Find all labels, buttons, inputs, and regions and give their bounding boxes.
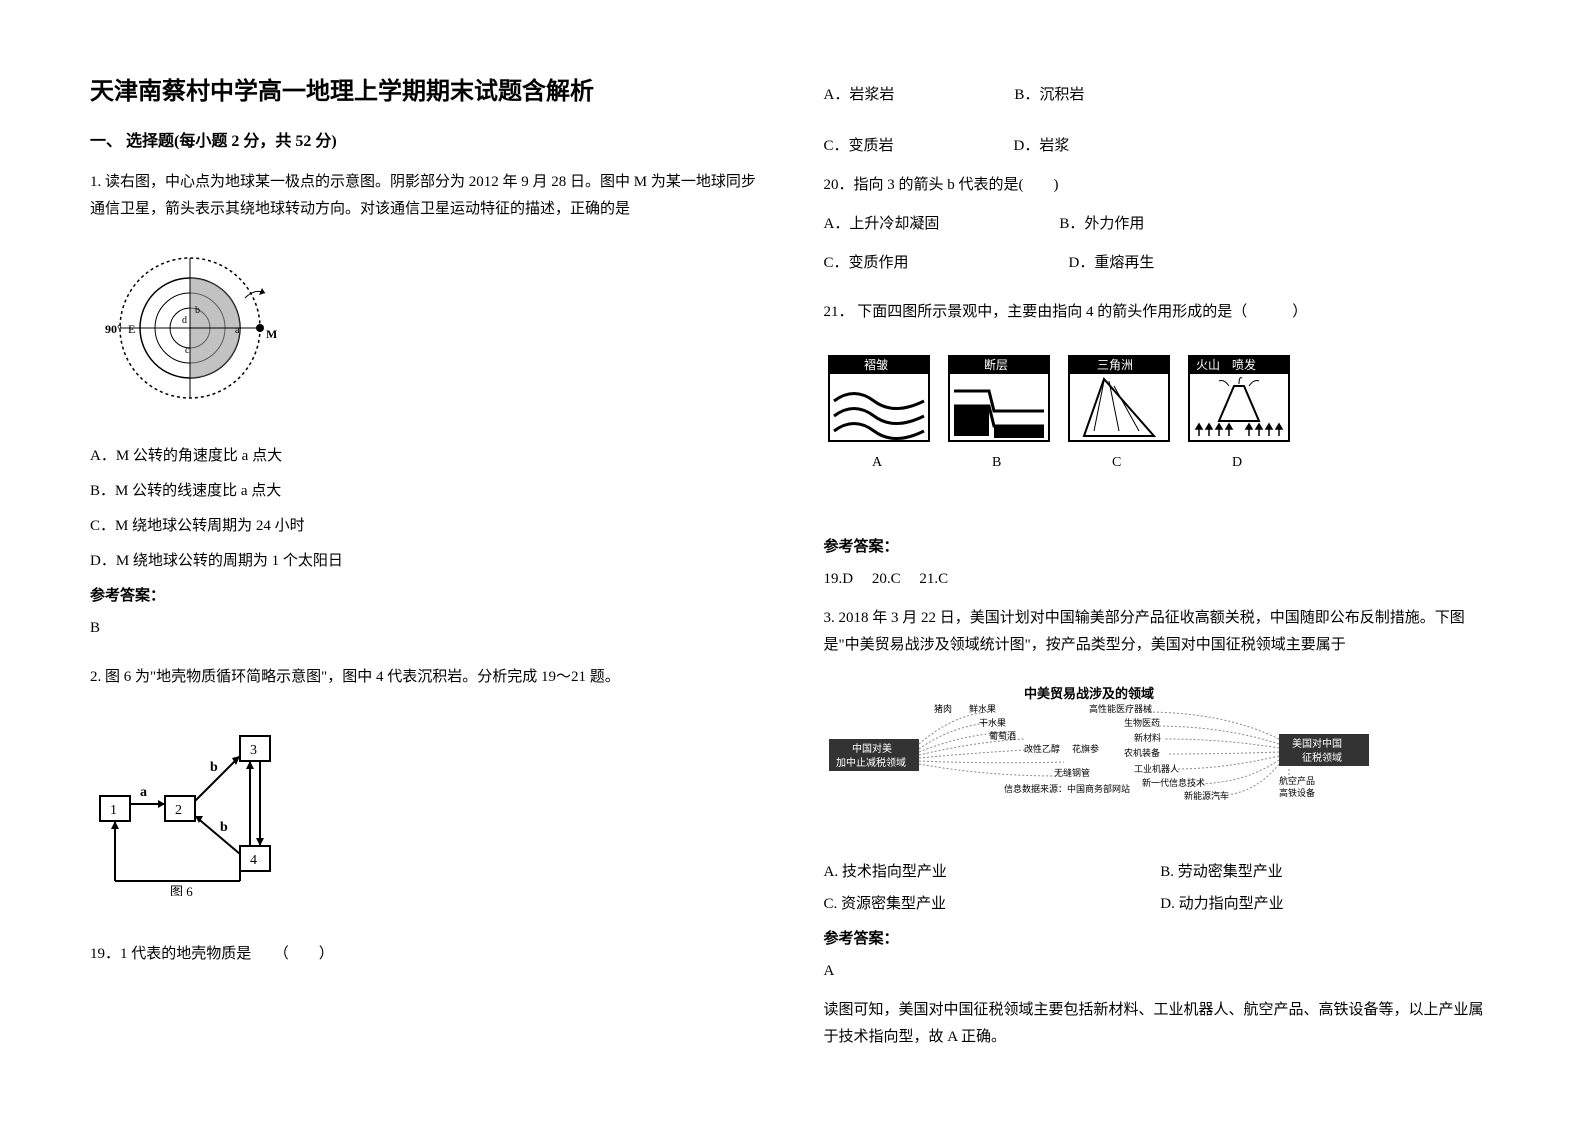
question-20: 20．指向 3 的箭头 b 代表的是( ) A．上升冷却凝固 B．外力作用 C．… [824,172,1498,289]
svg-text:信息数据来源：中国商务部网站: 信息数据来源：中国商务部网站 [1004,783,1130,794]
q3-option-c: C. 资源密集型产业 [824,891,1161,918]
question-21: 21． 下面四图所示景观中，主要由指向 4 的箭头作用形成的是（ ） 褶皱 断层 [824,299,1498,516]
left-column: 天津南蔡村中学高一地理上学期期末试题含解析 一、 选择题(每小题 2 分，共 5… [90,70,764,1052]
svg-text:断层: 断层 [984,357,1008,372]
landform-images: 褶皱 断层 三角洲 [824,351,1304,481]
q21-figure: 褶皱 断层 三角洲 [824,341,1498,501]
q21-text: 21． 下面四图所示景观中，主要由指向 4 的箭头作用形成的是（ ） [824,299,1498,326]
fig6-label: 图 6 [170,884,193,896]
q3-options: A. 技术指向型产业 B. 劳动密集型产业 C. 资源密集型产业 D. 动力指向… [824,859,1498,918]
q19-option-b: B．沉积岩 [1014,82,1084,109]
q3-answer-label: 参考答案： [824,926,1498,953]
q1-answer: B [90,615,764,642]
q1-figure: 90° E M a b d c [90,238,764,428]
svg-text:葡萄酒: 葡萄酒 [989,730,1016,741]
q19-option-d: D．岩浆 [1014,133,1070,160]
svg-text:花旗参: 花旗参 [1072,743,1099,754]
svg-text:征税领域: 征税领域 [1302,751,1342,764]
q1-text: 1. 读右图，中心点为地球某一极点的示意图。阴影部分为 2012 年 9 月 2… [90,169,764,223]
svg-text:M: M [266,327,277,341]
q20-text: 20．指向 3 的箭头 b 代表的是( ) [824,172,1498,199]
svg-text:90°: 90° [105,322,122,336]
svg-text:三角洲: 三角洲 [1097,358,1133,372]
q1-options: A．M 公转的角速度比 a 点大 B．M 公转的线速度比 a 点大 C．M 绕地… [90,443,764,575]
q19-option-c: C．变质岩 [824,133,894,160]
svg-text:b: b [210,760,218,775]
svg-text:褶皱: 褶皱 [864,357,888,372]
q1-option-b: B．M 公转的线速度比 a 点大 [90,478,764,505]
svg-text:4: 4 [250,853,257,868]
q3-option-b: B. 劳动密集型产业 [1160,859,1497,886]
q3-figure: 中美贸易战涉及的领域 中国对美 加中止减税领域 美国对中国 征税领域 [824,674,1498,844]
svg-text:b: b [220,820,228,835]
svg-text:新能源汽车: 新能源汽车 [1184,790,1229,801]
q1-option-c: C．M 绕地球公转周期为 24 小时 [90,513,764,540]
svg-text:农机装备: 农机装备 [1124,747,1160,758]
q20-option-b: B．外力作用 [1059,211,1144,238]
svg-text:美国对中国: 美国对中国 [1292,737,1342,750]
q3-option-a: A. 技术指向型产业 [824,859,1161,886]
svg-text:A: A [872,455,883,470]
question-3: 3. 2018 年 3 月 22 日，美国计划对中国输美部分产品征收高额关税，中… [824,605,1498,1051]
q20-options-row2: C．变质作用 D．重熔再生 [824,250,1498,277]
earth-diagram: 90° E M a b d c [90,238,290,418]
svg-text:d: d [182,315,187,326]
svg-text:c: c [185,345,190,356]
svg-text:鲜水果: 鲜水果 [969,703,996,714]
right-column: A．岩浆岩 B．沉积岩 C．变质岩 D．岩浆 20．指向 3 的箭头 b 代表的… [824,70,1498,1052]
question-2: 2. 图 6 为"地壳物质循环简略示意图"，图中 4 代表沉积岩。分析完成 19… [90,664,764,931]
svg-text:a: a [235,325,240,336]
svg-text:3: 3 [250,743,257,758]
q3-answer: A [824,958,1498,985]
svg-text:生物医药: 生物医药 [1124,717,1160,728]
q20-option-d: D．重熔再生 [1029,250,1155,277]
q20-options-row1: A．上升冷却凝固 B．外力作用 [824,211,1498,238]
svg-text:航空产品: 航空产品 [1279,775,1315,786]
page-title: 天津南蔡村中学高一地理上学期期末试题含解析 [90,70,764,113]
svg-text:干水果: 干水果 [979,717,1006,728]
svg-text:无缝钢管: 无缝钢管 [1054,767,1090,778]
svg-text:1: 1 [110,803,117,818]
svg-text:D: D [1232,455,1242,470]
svg-text:新一代信息技术: 新一代信息技术 [1142,777,1205,788]
svg-text:E: E [128,322,135,336]
trade-chart: 中美贸易战涉及的领域 中国对美 加中止减税领域 美国对中国 征税领域 [824,684,1374,824]
q3-explanation: 读图可知，美国对中国征税领域主要包括新材料、工业机器人、航空产品、高铁设备等，以… [824,997,1498,1051]
section-header: 一、 选择题(每小题 2 分，共 52 分) [90,128,764,157]
cycle-diagram: 1 2 3 4 a b b [90,716,290,896]
q20-option-a: A．上升冷却凝固 [824,211,940,238]
answer-1921: 19.D 20.C 21.C [824,566,1498,593]
q2-figure: 1 2 3 4 a b b [90,706,764,916]
svg-text:b: b [195,305,200,316]
q1-option-a: A．M 公转的角速度比 a 点大 [90,443,764,470]
svg-text:猪肉: 猪肉 [934,703,952,714]
q3-option-d: D. 动力指向型产业 [1160,891,1497,918]
answer-1921-label: 参考答案： [824,534,1498,561]
svg-text:中美贸易战涉及的领域: 中美贸易战涉及的领域 [1024,686,1154,701]
q1-option-d: D．M 绕地球公转的周期为 1 个太阳日 [90,548,764,575]
svg-text:中国对美: 中国对美 [852,742,892,755]
question-19: 19．1 代表的地壳物质是 （ ） [90,941,764,976]
svg-text:2: 2 [175,803,182,818]
q2-text: 2. 图 6 为"地壳物质循环简略示意图"，图中 4 代表沉积岩。分析完成 19… [90,664,764,691]
q19-option-a: A．岩浆岩 [824,82,895,109]
q19-text: 19．1 代表的地壳物质是 （ ） [90,941,764,968]
svg-text:a: a [140,785,147,800]
svg-text:工业机器人: 工业机器人 [1134,763,1179,774]
q19-options-row1: A．岩浆岩 B．沉积岩 [824,82,1498,109]
q20-option-c: C．变质作用 [824,250,909,277]
svg-text:新材料: 新材料 [1134,732,1161,743]
q19-options-row2: C．变质岩 D．岩浆 [824,133,1498,160]
q3-text: 3. 2018 年 3 月 22 日，美国计划对中国输美部分产品征收高额关税，中… [824,605,1498,659]
svg-text:C: C [1112,455,1121,470]
svg-text:改性乙醇: 改性乙醇 [1024,743,1060,754]
question-1: 1. 读右图，中心点为地球某一极点的示意图。阴影部分为 2012 年 9 月 2… [90,169,764,654]
q1-answer-label: 参考答案： [90,583,764,610]
svg-text:高铁设备: 高铁设备 [1279,787,1315,798]
svg-text:火山 喷发: 火山 喷发 [1196,357,1256,372]
svg-text:加中止减税领域: 加中止减税领域 [836,756,906,769]
svg-text:B: B [992,455,1001,470]
svg-text:高性能医疗器械: 高性能医疗器械 [1089,703,1152,714]
